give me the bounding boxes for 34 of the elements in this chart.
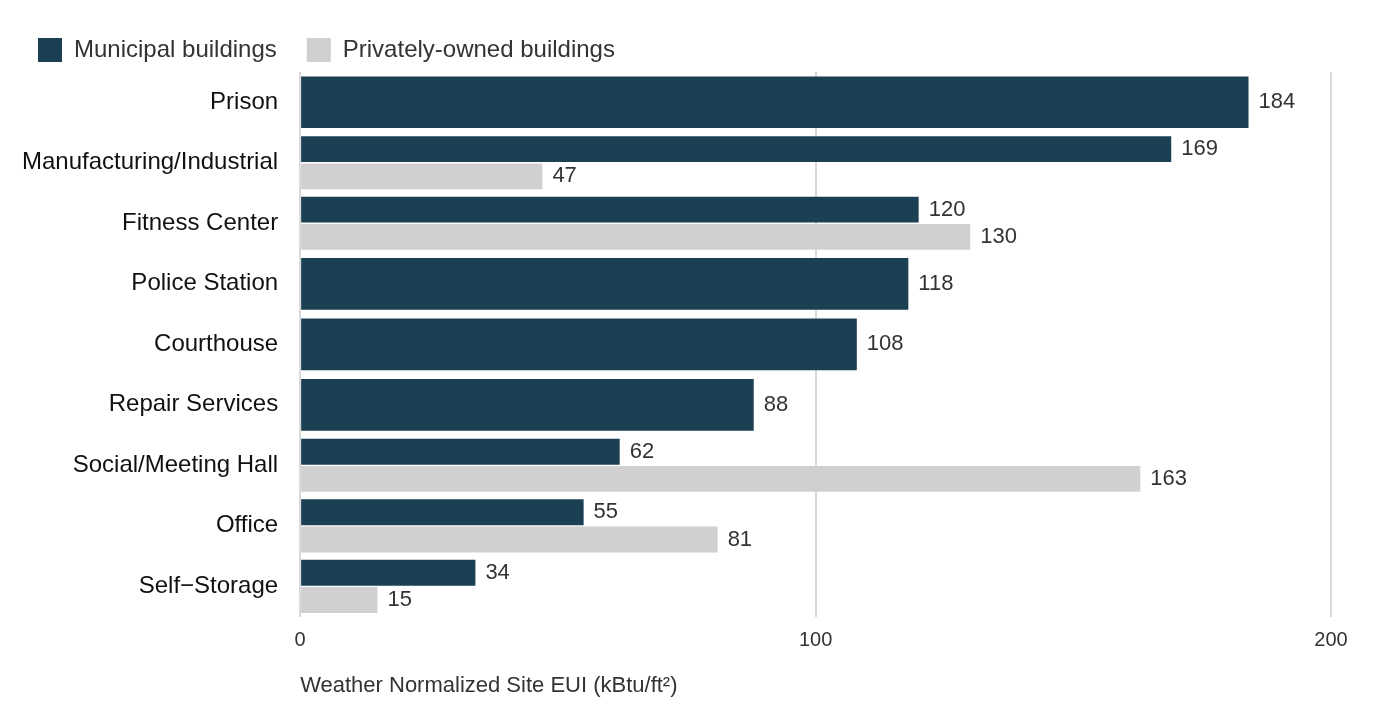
data-label: 34 [485, 558, 510, 584]
y-tick-label: Social/Meeting Hall [72, 449, 279, 477]
data-label: 55 [593, 498, 619, 524]
data-label: 163 [1150, 465, 1188, 490]
data-label: 108 [866, 330, 904, 356]
y-tick-label: Prison [210, 86, 279, 114]
data-label: 118 [918, 269, 954, 295]
y-tick-label: Office [215, 510, 279, 538]
y-tick-label: Courthouse [154, 328, 279, 356]
data-label: 81 [727, 525, 753, 551]
x-tick-label: 100 [798, 628, 833, 651]
data-label: 47 [552, 162, 577, 188]
data-label: 120 [928, 195, 966, 221]
data-label: 88 [763, 390, 789, 416]
bar [301, 196, 919, 223]
data-label: 130 [980, 222, 1017, 248]
bar [301, 438, 620, 465]
y-tick-label: Fitness Center [122, 207, 279, 235]
legend-label: Privately-owned buildings [342, 34, 615, 62]
data-label: 169 [1181, 135, 1218, 161]
data-label: 184 [1258, 88, 1296, 114]
data-label: 15 [387, 586, 412, 612]
data-label: 62 [629, 437, 655, 463]
x-tick-label: 0 [294, 628, 306, 651]
bar [301, 559, 476, 586]
y-tick-label: Self−Storage [138, 570, 279, 598]
x-axis-title: Weather Normalized Site EUI (kBtu/ft²) [300, 671, 678, 697]
y-tick-label: Manufacturing/Industrial [22, 147, 279, 175]
bar [301, 499, 584, 526]
y-tick-label: Repair Services [108, 389, 279, 417]
legend-label: Municipal buildings [74, 34, 277, 62]
x-tick-label: 200 [1314, 628, 1348, 651]
y-tick-label: Police Station [131, 268, 279, 296]
bar [301, 136, 1172, 163]
